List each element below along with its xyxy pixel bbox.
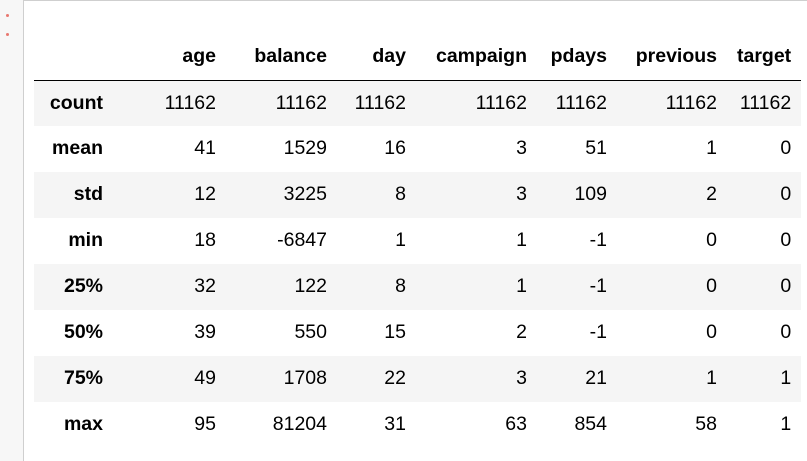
column-header-previous: previous	[617, 34, 727, 81]
table-cell: 1	[706, 137, 717, 160]
table-row: std 12 3225 8 3 109 2 0	[34, 172, 802, 218]
table-row: mean 41 1529 16 3 51 1 0	[34, 126, 802, 172]
row-label: count	[49, 91, 103, 114]
table-row: 75% 49 1708 22 3 21 1 1	[34, 356, 802, 402]
cell-output-area: age balance day campaign pdays previous …	[34, 34, 802, 448]
table-cell: 3225	[283, 183, 327, 206]
table-cell: 8	[395, 275, 406, 298]
column-header-age: age	[113, 34, 226, 81]
table-cell: 95	[194, 413, 216, 436]
dataframe-describe-table: age balance day campaign pdays previous …	[34, 34, 802, 448]
table-cell: 1	[516, 275, 527, 298]
table-cell: 1	[780, 413, 792, 436]
table-cell: 0	[706, 321, 717, 344]
table-cell: 11162	[164, 91, 216, 114]
dot	[5, 14, 9, 17]
table-cell: 49	[194, 367, 216, 390]
table-cell: 16	[384, 137, 406, 160]
table-cell: 0	[706, 229, 717, 252]
table-cell: 22	[384, 367, 406, 390]
row-label: 75%	[63, 367, 103, 390]
table-cell: 1	[395, 229, 406, 252]
table-cell: 1708	[283, 367, 327, 390]
table-cell: 11162	[275, 91, 327, 114]
table-cell: 2	[516, 321, 527, 344]
row-label: std	[73, 183, 103, 206]
table-cell: 3	[516, 183, 527, 206]
table-cell: 1	[516, 229, 527, 252]
table-cell: 0	[780, 137, 792, 160]
row-label: max	[63, 413, 103, 436]
row-label: mean	[52, 137, 103, 160]
column-header-pdays: pdays	[537, 34, 617, 81]
table-cell: 122	[294, 275, 327, 298]
table-cell: 63	[505, 413, 527, 436]
table-cell: 0	[780, 321, 792, 344]
table-cell: 11162	[739, 91, 792, 114]
table-cell: 3	[516, 367, 527, 390]
dot	[5, 33, 9, 36]
output-prompt-gutter	[0, 0, 24, 461]
index-header	[34, 34, 113, 81]
table-cell: -1	[589, 321, 607, 344]
table-cell: 0	[780, 275, 792, 298]
table-row: max 95 81204 31 63 854 58 1	[34, 402, 802, 448]
table-cell: -1	[589, 275, 607, 298]
table-cell: 31	[384, 413, 406, 436]
table-cell: 32	[194, 275, 216, 298]
table-cell: 1	[780, 367, 792, 390]
table-cell: 109	[574, 183, 607, 206]
table-cell: 11162	[665, 91, 717, 114]
table-cell: 12	[194, 183, 216, 206]
table-cell: 854	[574, 413, 607, 436]
table-row: min 18 -6847 1 1 -1 0 0	[34, 218, 802, 264]
table-cell: 58	[695, 413, 717, 436]
table-header: age balance day campaign pdays previous …	[34, 34, 802, 81]
table-cell: 550	[294, 321, 327, 344]
table-cell: 2	[706, 183, 717, 206]
table-cell: 21	[585, 367, 607, 390]
table-cell: 8	[395, 183, 406, 206]
column-header-target: target	[727, 34, 802, 81]
table-cell: 1529	[283, 137, 327, 160]
table-cell: -6847	[277, 229, 327, 252]
vertical-dots-icon[interactable]	[3, 14, 11, 36]
table-cell: 39	[194, 321, 216, 344]
table-cell: 51	[585, 137, 607, 160]
cell-top-border	[24, 0, 807, 1]
table-cell: 41	[194, 137, 216, 160]
table-row: 25% 32 122 8 1 -1 0 0	[34, 264, 802, 310]
table-cell: 11162	[555, 91, 607, 114]
table-row: count 11162 11162 11162 11162 11162 1116…	[34, 80, 802, 126]
table-cell: 81204	[272, 413, 327, 436]
table-cell: 15	[384, 321, 406, 344]
table-cell: 11162	[354, 91, 406, 114]
table-cell: 3	[516, 137, 527, 160]
row-label: 50%	[63, 321, 103, 344]
header-row: age balance day campaign pdays previous …	[34, 34, 802, 81]
table-row: 50% 39 550 15 2 -1 0 0	[34, 310, 802, 356]
table-cell: -1	[589, 229, 607, 252]
row-label: 25%	[63, 275, 103, 298]
table-cell: 11162	[475, 91, 527, 114]
table-cell: 1	[706, 367, 717, 390]
table-cell: 0	[706, 275, 717, 298]
table-cell: 18	[194, 229, 216, 252]
row-label: min	[68, 229, 103, 252]
column-header-campaign: campaign	[416, 34, 537, 81]
table-cell: 0	[780, 229, 792, 252]
table-cell: 0	[780, 183, 792, 206]
column-header-day: day	[337, 34, 416, 81]
column-header-balance: balance	[226, 34, 337, 81]
table-body: count 11162 11162 11162 11162 11162 1116…	[34, 80, 802, 448]
